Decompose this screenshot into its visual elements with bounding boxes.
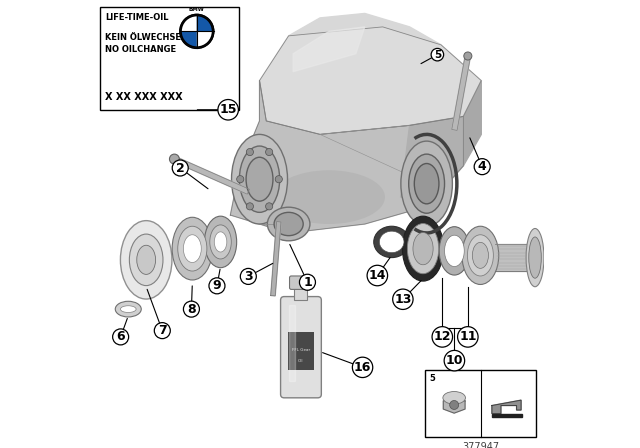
- Ellipse shape: [380, 231, 404, 253]
- Polygon shape: [173, 157, 250, 194]
- Text: 7: 7: [158, 324, 166, 337]
- Polygon shape: [271, 222, 281, 296]
- Polygon shape: [492, 414, 522, 417]
- Text: 5: 5: [434, 50, 441, 60]
- Ellipse shape: [374, 226, 410, 258]
- Ellipse shape: [120, 221, 172, 299]
- Text: 9: 9: [212, 279, 221, 293]
- Ellipse shape: [464, 52, 472, 60]
- Text: 4: 4: [478, 160, 486, 173]
- Text: 5: 5: [430, 374, 436, 383]
- Circle shape: [266, 148, 273, 155]
- Ellipse shape: [268, 207, 310, 241]
- Ellipse shape: [137, 246, 156, 274]
- Text: NO OILCHANGE: NO OILCHANGE: [105, 45, 176, 54]
- Text: 1: 1: [303, 276, 312, 289]
- Ellipse shape: [472, 242, 488, 268]
- Ellipse shape: [214, 232, 227, 252]
- Ellipse shape: [178, 226, 207, 271]
- Circle shape: [450, 401, 459, 409]
- Polygon shape: [260, 27, 481, 134]
- Ellipse shape: [115, 301, 141, 317]
- Text: 3: 3: [244, 270, 253, 283]
- Bar: [288, 332, 314, 370]
- Text: 15: 15: [220, 103, 237, 116]
- Text: KEIN ÖLWECHSEL: KEIN ÖLWECHSEL: [105, 33, 186, 42]
- Ellipse shape: [467, 235, 493, 276]
- Ellipse shape: [170, 154, 179, 164]
- FancyBboxPatch shape: [289, 276, 312, 289]
- Circle shape: [237, 176, 244, 183]
- Circle shape: [246, 148, 253, 155]
- Circle shape: [180, 14, 214, 48]
- Ellipse shape: [462, 226, 499, 284]
- Ellipse shape: [409, 154, 445, 213]
- Polygon shape: [230, 81, 463, 233]
- Text: 14: 14: [369, 269, 386, 282]
- Polygon shape: [452, 56, 470, 130]
- Ellipse shape: [526, 228, 544, 287]
- Ellipse shape: [529, 237, 541, 278]
- Text: 6: 6: [116, 330, 125, 344]
- Ellipse shape: [239, 146, 280, 212]
- Ellipse shape: [414, 164, 439, 204]
- Polygon shape: [293, 27, 365, 72]
- Polygon shape: [444, 397, 465, 413]
- Circle shape: [275, 176, 282, 183]
- Wedge shape: [196, 17, 212, 31]
- Circle shape: [266, 203, 273, 210]
- Ellipse shape: [407, 224, 439, 274]
- Polygon shape: [289, 13, 441, 45]
- Ellipse shape: [210, 225, 231, 259]
- Text: Oil: Oil: [298, 359, 304, 362]
- Text: 13: 13: [394, 293, 412, 306]
- Polygon shape: [401, 116, 463, 202]
- Text: 8: 8: [187, 302, 196, 316]
- Text: 16: 16: [354, 361, 371, 374]
- Bar: [294, 288, 307, 300]
- Bar: [100, 7, 239, 110]
- Polygon shape: [492, 400, 521, 414]
- Polygon shape: [463, 81, 481, 166]
- Polygon shape: [495, 244, 535, 271]
- Ellipse shape: [443, 392, 465, 404]
- Ellipse shape: [120, 306, 136, 313]
- Text: 2: 2: [176, 161, 184, 175]
- FancyBboxPatch shape: [280, 297, 321, 398]
- Text: LIFE-TIME-OIL: LIFE-TIME-OIL: [105, 13, 168, 22]
- Text: 377947: 377947: [462, 442, 499, 448]
- Ellipse shape: [204, 216, 237, 267]
- Ellipse shape: [439, 227, 470, 275]
- Ellipse shape: [232, 134, 287, 224]
- Bar: [425, 370, 536, 437]
- Text: BMW: BMW: [189, 7, 205, 12]
- Text: 10: 10: [445, 354, 463, 367]
- Circle shape: [246, 203, 253, 210]
- Ellipse shape: [445, 235, 464, 267]
- Ellipse shape: [246, 157, 273, 201]
- Text: FFL Gear: FFL Gear: [292, 349, 310, 352]
- Ellipse shape: [403, 216, 444, 281]
- Wedge shape: [182, 31, 196, 46]
- Wedge shape: [182, 17, 196, 31]
- Ellipse shape: [183, 235, 201, 263]
- Polygon shape: [289, 305, 296, 381]
- Text: 11: 11: [459, 330, 477, 344]
- Ellipse shape: [401, 141, 452, 226]
- Text: X XX XXX XXX: X XX XXX XXX: [105, 92, 182, 102]
- Wedge shape: [196, 31, 212, 46]
- Ellipse shape: [274, 212, 303, 236]
- Ellipse shape: [273, 170, 385, 224]
- Ellipse shape: [129, 234, 163, 286]
- Ellipse shape: [413, 233, 433, 265]
- Ellipse shape: [172, 217, 212, 280]
- Text: 12: 12: [433, 330, 451, 344]
